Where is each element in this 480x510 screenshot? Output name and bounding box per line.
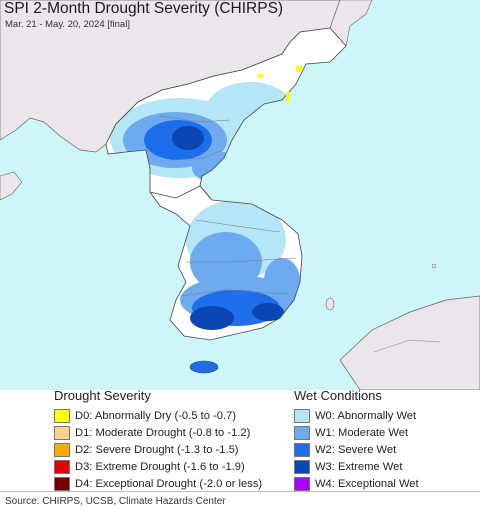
- wet-legend-title: Wet Conditions: [294, 388, 382, 403]
- jeju-island: [189, 360, 219, 374]
- legend-label-w0: W0: Abnormally Wet: [315, 409, 417, 422]
- drought-legend-title: Drought Severity: [54, 388, 151, 403]
- wet-legend: Wet Conditions W0: Abnormally Wet W1: Mo…: [294, 388, 419, 493]
- map-title: SPI 2-Month Drought Severity (CHIRPS): [4, 0, 284, 17]
- legend-item-d1: D1: Moderate Drought (-0.8 to -1.2): [54, 424, 262, 441]
- legend-label-d0: D0: Abnormally Dry (-0.5 to -0.7): [75, 409, 237, 422]
- swatch-w1: [294, 425, 310, 440]
- legend-label-w3: W3: Extreme Wet: [315, 461, 403, 474]
- swatch-d2: [54, 442, 70, 457]
- drought-map: SPI 2-Month Drought Severity (CHIRPS) Ma…: [0, 0, 480, 390]
- dry-spot: [296, 66, 302, 72]
- legend-item-d2: D2: Severe Drought (-1.3 to -1.5): [54, 441, 262, 458]
- legend-label-w2: W2: Severe Wet: [315, 443, 397, 456]
- swatch-w2: [294, 442, 310, 457]
- legend-item-w3: W3: Extreme Wet: [294, 459, 419, 476]
- legend-label-d3: D3: Extreme Drought (-1.6 to -1.9): [75, 461, 245, 474]
- footer-divider: [0, 491, 480, 492]
- legend-label-d4: D4: Exceptional Drought (-2.0 or less): [75, 478, 263, 491]
- legend-item-d4: D4: Exceptional Drought (-2.0 or less): [54, 476, 262, 493]
- swatch-d1: [54, 425, 70, 440]
- legend-item-w0: W0: Abnormally Wet: [294, 407, 419, 424]
- map-subtitle: Mar. 21 - May. 20, 2024 [final]: [5, 19, 130, 30]
- map-svg: [0, 0, 480, 390]
- swatch-d4: [54, 477, 70, 492]
- swatch-d3: [54, 460, 70, 475]
- legend-label-d2: D2: Severe Drought (-1.3 to -1.5): [75, 443, 239, 456]
- drought-legend: Drought Severity D0: Abnormally Dry (-0.…: [54, 388, 262, 493]
- swatch-w0: [294, 408, 310, 423]
- japan-land: [339, 295, 480, 390]
- china-south-land: [0, 171, 23, 201]
- legend-item-d0: D0: Abnormally Dry (-0.5 to -0.7): [54, 407, 262, 424]
- swatch-w3: [294, 460, 310, 475]
- swatch-d0: [54, 408, 70, 423]
- source-text: Source: CHIRPS, UCSB, Climate Hazards Ce…: [5, 496, 226, 507]
- legend-label-w1: W1: Moderate Wet: [315, 426, 409, 439]
- legend-item-w4: W4: Exceptional Wet: [294, 476, 419, 493]
- legend-item-d3: D3: Extreme Drought (-1.6 to -1.9): [54, 459, 262, 476]
- legend-item-w2: W2: Severe Wet: [294, 441, 419, 458]
- swatch-w4: [294, 477, 310, 492]
- legend-label-d1: D1: Moderate Drought (-0.8 to -1.2): [75, 426, 251, 439]
- dmz-border: [149, 185, 213, 201]
- legend-item-w1: W1: Moderate Wet: [294, 424, 419, 441]
- legend-label-w4: W4: Exceptional Wet: [315, 478, 419, 491]
